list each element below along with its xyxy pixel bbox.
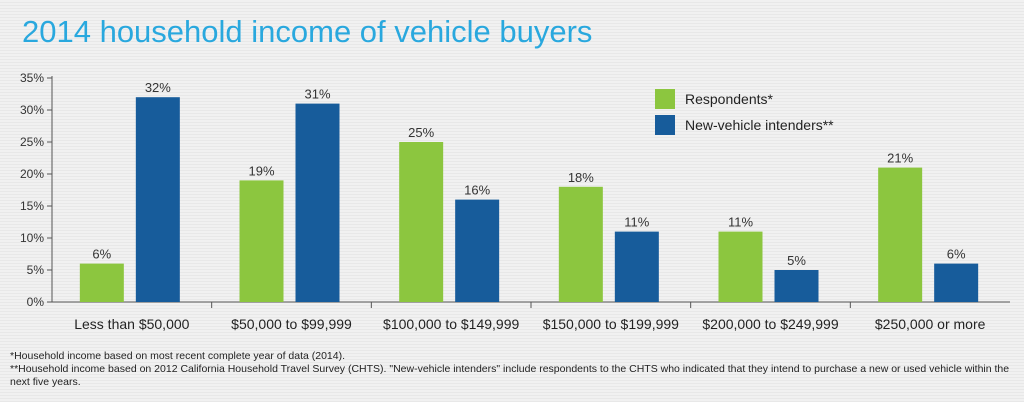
respondents-bar (878, 167, 923, 302)
bar-value-label: 11% (624, 215, 649, 230)
bar-value-label: 32% (145, 80, 171, 95)
bar-value-label: 16% (464, 183, 490, 198)
respondents-bar (718, 231, 763, 302)
respondents-bar (399, 142, 444, 302)
respondents-bar (239, 180, 284, 302)
legend-label: New-vehicle intenders** (685, 117, 834, 133)
intenders-bar (455, 199, 500, 302)
intenders-bar (934, 263, 979, 302)
y-tick-label: 35% (20, 71, 44, 85)
bar-value-label: 5% (787, 253, 806, 268)
y-tick-label: 15% (20, 199, 44, 213)
x-category-label: Less than $50,000 (74, 316, 189, 332)
x-category-label: $200,000 to $249,999 (702, 316, 838, 332)
respondents-bar (558, 186, 603, 302)
y-tick-label: 5% (27, 263, 45, 277)
intenders-bar (295, 103, 340, 302)
footnote-1: *Household income based on most recent c… (10, 350, 346, 362)
respondents-bar (79, 263, 124, 302)
y-tick-label: 20% (20, 167, 44, 181)
bar-value-label: 19% (248, 163, 274, 178)
y-tick-label: 0% (27, 295, 45, 309)
intenders-bar (774, 270, 819, 302)
footnote-2: **Household income based on 2012 Califor… (10, 363, 1010, 388)
intenders-bar (614, 231, 659, 302)
chart-title: 2014 household income of vehicle buyers (22, 14, 593, 49)
bar-value-label: 18% (568, 170, 594, 185)
intenders-bar (135, 97, 180, 302)
bar-value-label: 31% (304, 87, 330, 102)
bar-value-label: 6% (92, 247, 111, 262)
y-tick-label: 25% (20, 135, 44, 149)
bar-value-label: 6% (947, 247, 966, 262)
legend-label: Respondents* (685, 91, 774, 107)
x-category-label: $50,000 to $99,999 (231, 316, 352, 332)
legend-swatch-respondents (655, 89, 675, 109)
y-tick-label: 10% (20, 231, 44, 245)
bar-value-label: 21% (887, 151, 913, 166)
y-tick-label: 30% (20, 103, 44, 117)
x-category-label: $250,000 or more (875, 316, 986, 332)
bar-value-label: 11% (728, 215, 753, 230)
bar-value-label: 25% (408, 125, 434, 140)
legend-swatch-intenders (655, 115, 675, 135)
x-category-label: $100,000 to $149,999 (383, 316, 519, 332)
x-category-label: $150,000 to $199,999 (543, 316, 679, 332)
